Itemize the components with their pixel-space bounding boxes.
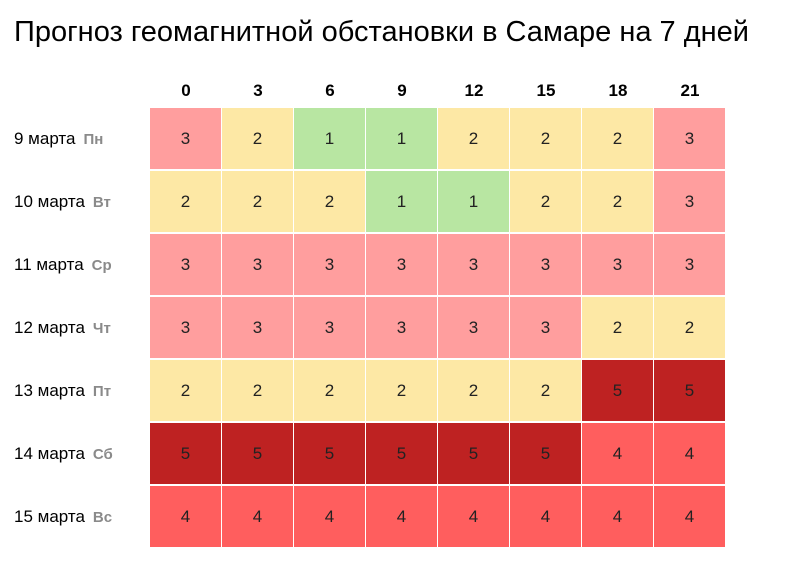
row-weekday: Пт	[92, 383, 112, 400]
heatmap-cell: 3	[294, 297, 365, 358]
row-date: 14 марта	[14, 444, 85, 463]
heatmap-cell: 2	[438, 360, 509, 421]
row-weekday: Сб	[92, 446, 113, 463]
heatmap-cell: 3	[294, 234, 365, 295]
row-weekday: Вт	[92, 194, 111, 211]
heatmap-cell: 4	[582, 423, 653, 484]
heatmap-cell: 2	[510, 108, 581, 169]
heatmap-cell: 3	[654, 171, 725, 232]
column-header-15: 15	[536, 81, 556, 100]
heatmap-cell: 4	[150, 486, 221, 547]
heatmap-cell: 5	[510, 423, 581, 484]
heatmap-cell: 4	[510, 486, 581, 547]
heatmap-cell: 2	[294, 360, 365, 421]
column-header-18: 18	[608, 81, 628, 100]
heatmap-cell: 3	[366, 234, 437, 295]
row-weekday: Вс	[92, 509, 113, 526]
heatmap-cell: 2	[582, 171, 653, 232]
heatmap-cell: 2	[510, 360, 581, 421]
row-date: 10 марта	[14, 192, 85, 211]
heatmap-cell: 3	[654, 234, 725, 295]
heatmap-cell: 3	[438, 234, 509, 295]
heatmap-cell: 3	[510, 234, 581, 295]
heatmap-cell: 2	[654, 297, 725, 358]
heatmap-cell: 4	[222, 486, 293, 547]
heatmap-cell: 2	[150, 171, 221, 232]
column-header-6: 6	[325, 81, 335, 100]
heatmap-cell: 3	[654, 108, 725, 169]
heatmap-cell: 2	[438, 108, 509, 169]
row-date: 12 марта	[14, 318, 85, 337]
heatmap-cell: 4	[654, 423, 725, 484]
row-date: 13 марта	[14, 381, 85, 400]
row-label: 14 марта Сб	[14, 423, 144, 485]
heatmap-cell: 5	[222, 423, 293, 484]
row-label: 13 марта Пт	[14, 360, 144, 422]
heatmap-cell: 4	[654, 486, 725, 547]
row-label: 9 марта Пн	[14, 108, 144, 170]
heatmap-cell: 5	[294, 423, 365, 484]
row-label: 11 марта Ср	[14, 234, 144, 296]
column-header-21: 21	[680, 81, 700, 100]
heatmap-cell: 2	[222, 360, 293, 421]
heatmap-cell: 2	[222, 171, 293, 232]
row-weekday: Ср	[91, 257, 112, 274]
heatmap-cell: 3	[438, 297, 509, 358]
heatmap-cell: 4	[582, 486, 653, 547]
column-header-3: 3	[253, 81, 263, 100]
heatmap-cell: 2	[294, 171, 365, 232]
heatmap-cell: 3	[582, 234, 653, 295]
heatmap-cell: 3	[150, 297, 221, 358]
heatmap-cell: 2	[150, 360, 221, 421]
row-label: 10 марта Вт	[14, 171, 144, 233]
column-header-12: 12	[464, 81, 484, 100]
row-weekday: Чт	[92, 320, 111, 337]
heatmap-cell: 5	[582, 360, 653, 421]
heatmap-cell: 3	[510, 297, 581, 358]
heatmap-cell: 5	[366, 423, 437, 484]
row-label: 12 марта Чт	[14, 297, 144, 359]
heatmap-cell: 2	[582, 297, 653, 358]
row-weekday: Пн	[83, 131, 104, 148]
heatmap-cell: 1	[294, 108, 365, 169]
heatmap-cell: 3	[222, 297, 293, 358]
heatmap-cell: 1	[438, 171, 509, 232]
row-label: 15 марта Вс	[14, 486, 144, 548]
heatmap-cell: 5	[150, 423, 221, 484]
heatmap-cell: 2	[366, 360, 437, 421]
column-header-9: 9	[397, 81, 407, 100]
chart-title: Прогноз геомагнитной обстановки в Самаре…	[14, 16, 749, 48]
heatmap-cell: 4	[438, 486, 509, 547]
heatmap-cell: 2	[510, 171, 581, 232]
heatmap-cell: 3	[150, 108, 221, 169]
row-date: 15 марта	[14, 507, 85, 526]
heatmap-cell: 2	[222, 108, 293, 169]
heatmap-cell: 4	[366, 486, 437, 547]
column-header-0: 0	[181, 81, 191, 100]
heatmap-cell: 3	[222, 234, 293, 295]
heatmap-cell: 2	[582, 108, 653, 169]
heatmap-cell: 5	[438, 423, 509, 484]
heatmap-cell: 3	[366, 297, 437, 358]
row-date: 11 марта	[14, 255, 84, 274]
heatmap-cell: 1	[366, 171, 437, 232]
heatmap-cell: 5	[654, 360, 725, 421]
heatmap-cell: 1	[366, 108, 437, 169]
heatmap-cell: 4	[294, 486, 365, 547]
heatmap-cell: 3	[150, 234, 221, 295]
row-date: 9 марта	[14, 129, 76, 148]
